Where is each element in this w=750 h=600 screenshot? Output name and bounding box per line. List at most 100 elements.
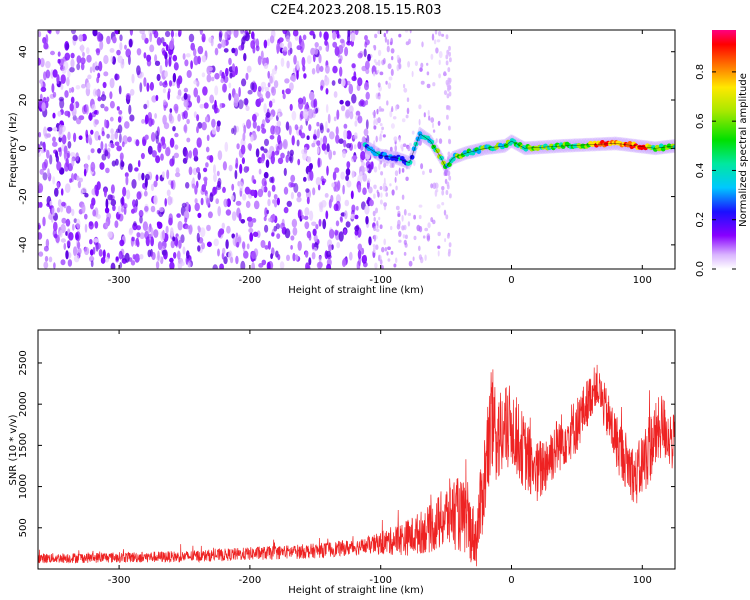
noise-blob [362, 173, 367, 182]
noise-blob [186, 70, 192, 78]
noise-blob [271, 184, 276, 192]
noise-blob [45, 238, 50, 248]
noise-blob [320, 85, 324, 91]
noise-blob [379, 224, 383, 229]
noise-blob [297, 240, 302, 251]
noise-blob [276, 42, 281, 53]
noise-blob [349, 111, 354, 120]
noise-blob [435, 47, 439, 54]
noise-blob [94, 119, 99, 125]
noise-blob [325, 65, 330, 74]
noise-blob [233, 125, 237, 136]
noise-blob [154, 113, 158, 119]
noise-blob [117, 55, 123, 64]
noise-blob [73, 218, 78, 224]
noise-blob [332, 65, 338, 74]
noise-blob [186, 118, 190, 125]
noise-blob [246, 216, 253, 222]
noise-blob [149, 83, 153, 90]
noise-blob [116, 49, 121, 56]
noise-blob [42, 172, 48, 181]
noise-blob [109, 48, 115, 53]
noise-blob [267, 82, 271, 88]
noise-blob [309, 163, 314, 170]
noise-blob [379, 186, 383, 190]
noise-blob [313, 47, 319, 55]
noise-blob [66, 77, 70, 87]
noise-blob [380, 171, 384, 176]
noise-blob [196, 114, 200, 122]
noise-blob [309, 30, 315, 36]
noise-blob [110, 262, 116, 269]
noise-blob [184, 224, 190, 230]
noise-blob [116, 106, 120, 111]
noise-blob [306, 231, 311, 239]
noise-blob [338, 231, 344, 242]
noise-blob [303, 176, 307, 182]
noise-blob [77, 247, 82, 255]
noise-blob [153, 180, 158, 188]
noise-blob [432, 82, 436, 87]
noise-blob [430, 53, 434, 60]
noise-blob [144, 177, 148, 188]
noise-blob [41, 161, 47, 171]
noise-blob [365, 215, 369, 225]
noise-blob [316, 147, 320, 154]
snr-y-tick-label: 2500 [18, 350, 29, 375]
noise-blob [176, 213, 181, 218]
noise-blob [53, 127, 58, 132]
noise-blob [402, 143, 407, 147]
noise-blob [83, 168, 87, 177]
noise-blob [70, 58, 75, 68]
noise-blob [424, 254, 427, 261]
noise-blob [413, 159, 416, 167]
noise-blob [197, 45, 204, 55]
noise-blob [306, 55, 312, 65]
noise-blob [150, 132, 156, 142]
noise-blob [84, 213, 88, 220]
noise-blob [223, 198, 228, 208]
noise-blob [398, 62, 402, 70]
noise-blob [343, 123, 348, 129]
noise-blob [212, 264, 218, 269]
noise-blob [235, 255, 239, 265]
noise-blob [248, 228, 254, 233]
noise-blob [223, 75, 229, 84]
noise-blob [357, 243, 363, 251]
noise-blob [211, 127, 217, 135]
noise-blob [64, 52, 71, 61]
snr-y-tick-label: 1500 [18, 433, 29, 458]
noise-blob [420, 62, 424, 68]
noise-blob [438, 73, 441, 79]
noise-blob [139, 215, 143, 224]
noise-blob [394, 170, 399, 177]
noise-blob [381, 126, 384, 131]
noise-blob [182, 246, 186, 255]
noise-blob [352, 155, 358, 160]
noise-blob [98, 249, 103, 257]
noise-blob [296, 139, 300, 147]
noise-blob [284, 228, 291, 239]
noise-blob [330, 194, 334, 203]
noise-blob [169, 115, 175, 124]
noise-blob [52, 136, 56, 143]
noise-blob [112, 204, 116, 212]
noise-blob [352, 135, 358, 140]
noise-blob [141, 119, 145, 124]
noise-blob [209, 155, 214, 163]
noise-blob [250, 134, 254, 142]
noise-blob [99, 40, 104, 51]
noise-blob [447, 233, 450, 239]
noise-blob [80, 62, 85, 71]
noise-blob [223, 256, 228, 265]
noise-blob [47, 127, 53, 132]
noise-blob [71, 158, 75, 167]
noise-blob [246, 243, 250, 250]
noise-blob [377, 96, 381, 100]
noise-blob [403, 239, 407, 246]
noise-blob [124, 44, 127, 50]
noise-blob [385, 30, 389, 34]
noise-blob [258, 263, 264, 268]
noise-blob [72, 34, 78, 41]
noise-blob [196, 95, 201, 104]
